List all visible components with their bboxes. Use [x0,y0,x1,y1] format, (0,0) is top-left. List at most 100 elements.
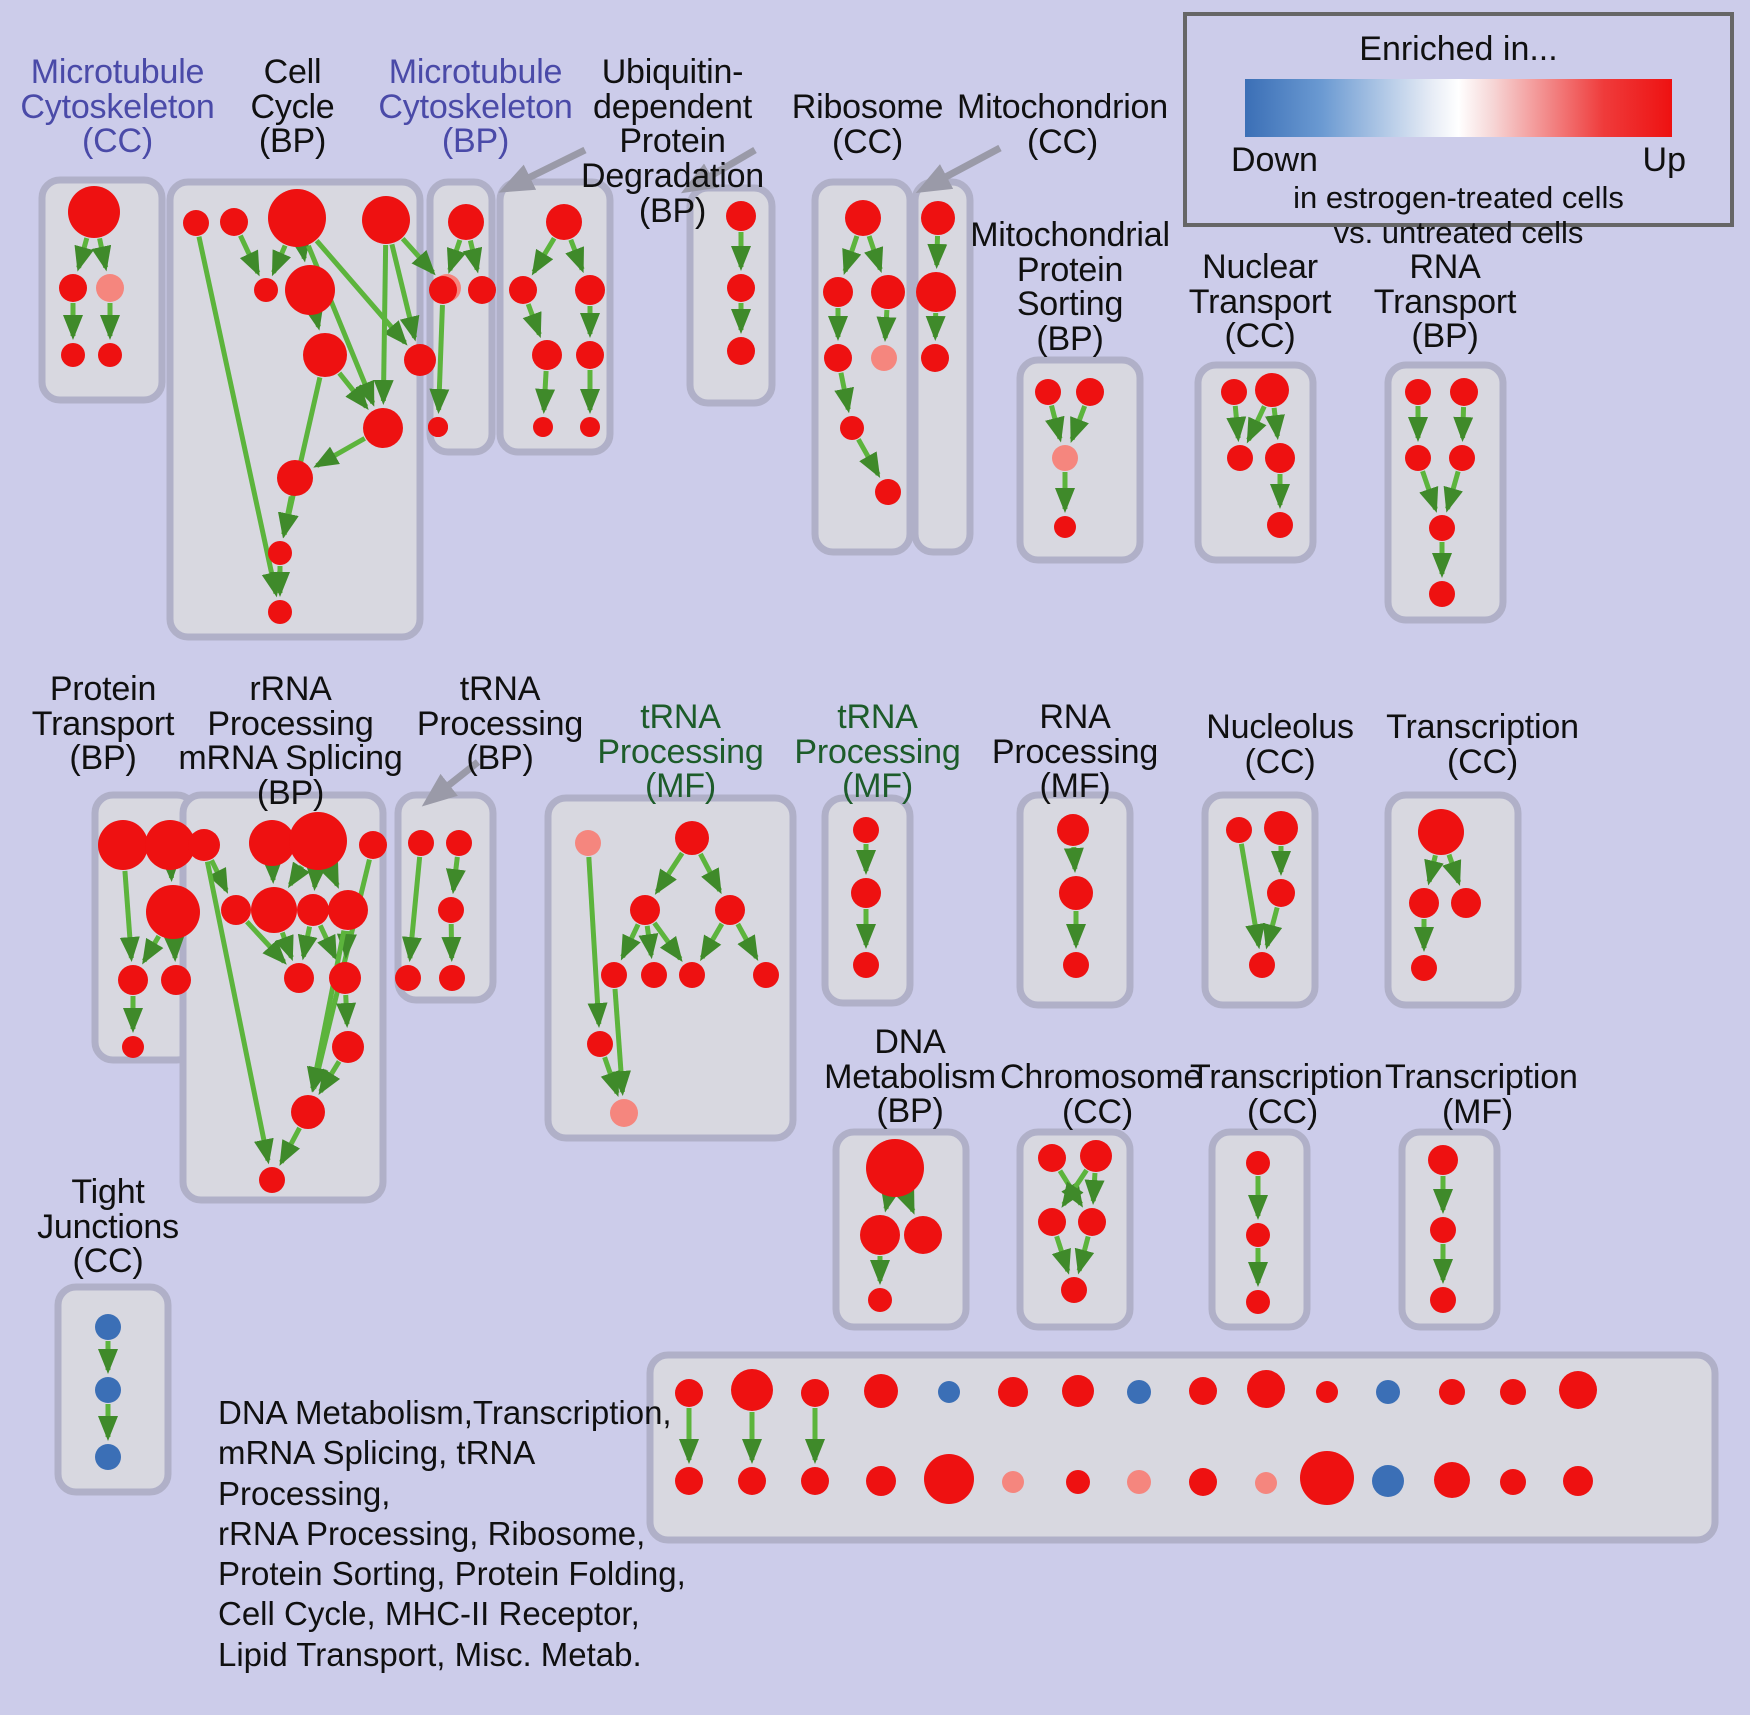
graph-node[interactable] [1063,952,1089,978]
graph-node[interactable] [183,210,209,236]
graph-node[interactable] [1080,1140,1112,1172]
graph-node[interactable] [998,1377,1028,1407]
graph-node[interactable] [845,200,881,236]
graph-node[interactable] [575,830,601,856]
graph-node[interactable] [1429,515,1455,541]
graph-node[interactable] [95,1444,121,1470]
graph-node[interactable] [801,1467,829,1495]
graph-node[interactable] [675,1467,703,1495]
graph-node[interactable] [362,196,410,244]
graph-node[interactable] [1434,1462,1470,1498]
graph-node[interactable] [1411,955,1437,981]
graph-node[interactable] [1246,1151,1270,1175]
graph-node[interactable] [268,189,326,247]
graph-node[interactable] [98,343,122,367]
graph-node[interactable] [429,276,457,304]
graph-node[interactable] [904,1216,942,1254]
graph-node[interactable] [1255,1472,1277,1494]
graph-node[interactable] [1255,373,1289,407]
graph-node[interactable] [1189,1468,1217,1496]
graph-node[interactable] [1430,1217,1456,1243]
graph-node[interactable] [297,894,329,926]
graph-node[interactable] [1247,1370,1285,1408]
graph-node[interactable] [509,276,537,304]
graph-node[interactable] [220,208,248,236]
graph-node[interactable] [1038,1144,1066,1172]
graph-node[interactable] [146,885,200,939]
graph-node[interactable] [1300,1451,1354,1505]
graph-node[interactable] [860,1215,900,1255]
graph-node[interactable] [868,1288,892,1312]
graph-node[interactable] [438,897,464,923]
graph-node[interactable] [727,274,755,302]
graph-node[interactable] [289,812,347,870]
graph-node[interactable] [59,274,87,302]
graph-node[interactable] [1500,1469,1526,1495]
graph-node[interactable] [95,1314,121,1340]
graph-node[interactable] [1265,443,1295,473]
graph-node[interactable] [268,541,292,565]
graph-node[interactable] [753,962,779,988]
graph-node[interactable] [259,1167,285,1193]
graph-node[interactable] [731,1369,773,1411]
graph-node[interactable] [332,1031,364,1063]
graph-node[interactable] [1066,1470,1090,1494]
graph-node[interactable] [916,272,956,312]
graph-node[interactable] [726,201,756,231]
graph-node[interactable] [1227,445,1253,471]
graph-node[interactable] [801,1379,829,1407]
graph-node[interactable] [161,965,191,995]
graph-node[interactable] [871,345,897,371]
graph-node[interactable] [1405,379,1431,405]
graph-node[interactable] [533,417,553,437]
graph-node[interactable] [61,343,85,367]
graph-node[interactable] [580,417,600,437]
graph-node[interactable] [587,1031,613,1057]
graph-node[interactable] [1376,1380,1400,1404]
graph-node[interactable] [446,830,472,856]
graph-node[interactable] [610,1099,638,1127]
graph-node[interactable] [251,887,297,933]
graph-node[interactable] [1057,814,1089,846]
graph-node[interactable] [285,265,335,315]
graph-node[interactable] [1061,1277,1087,1303]
graph-node[interactable] [1062,1375,1094,1407]
graph-node[interactable] [824,344,852,372]
graph-node[interactable] [96,274,124,302]
graph-node[interactable] [284,963,314,993]
graph-node[interactable] [738,1467,766,1495]
graph-node[interactable] [921,201,955,235]
graph-node[interactable] [866,1139,924,1197]
graph-node[interactable] [1054,516,1076,538]
graph-node[interactable] [1428,1145,1458,1175]
graph-node[interactable] [303,333,347,377]
graph-node[interactable] [1246,1223,1270,1247]
graph-node[interactable] [1127,1470,1151,1494]
graph-node[interactable] [871,275,905,309]
graph-node[interactable] [1249,952,1275,978]
graph-node[interactable] [546,204,582,240]
graph-node[interactable] [576,341,604,369]
graph-node[interactable] [1409,888,1439,918]
graph-node[interactable] [188,829,220,861]
graph-node[interactable] [1405,445,1431,471]
graph-node[interactable] [1052,445,1078,471]
graph-node[interactable] [1264,811,1298,845]
graph-node[interactable] [675,821,709,855]
graph-node[interactable] [68,186,120,238]
graph-node[interactable] [1449,445,1475,471]
graph-node[interactable] [1221,379,1247,405]
graph-node[interactable] [328,890,368,930]
graph-node[interactable] [249,820,295,866]
graph-node[interactable] [439,965,465,991]
graph-node[interactable] [938,1381,960,1403]
graph-node[interactable] [601,962,627,988]
graph-node[interactable] [404,344,436,376]
graph-node[interactable] [98,820,148,870]
graph-node[interactable] [468,276,496,304]
graph-node[interactable] [679,962,705,988]
graph-node[interactable] [145,820,195,870]
graph-node[interactable] [866,1466,896,1496]
graph-node[interactable] [1439,1379,1465,1405]
graph-node[interactable] [1418,809,1464,855]
